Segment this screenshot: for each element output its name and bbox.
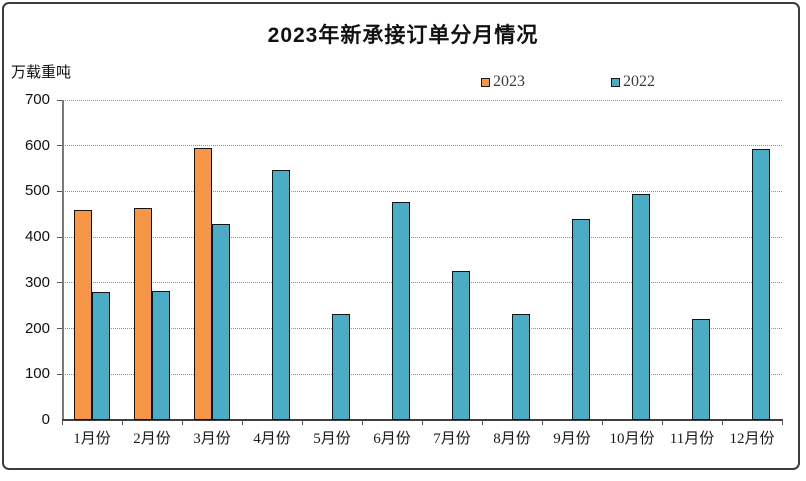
bar-2023-3月份 bbox=[194, 148, 212, 420]
x-tick-mark-5 bbox=[362, 420, 363, 425]
x-category-label-11: 11月份 bbox=[669, 431, 715, 447]
gridline-100 bbox=[62, 373, 782, 375]
legend-item-2023: 2023 bbox=[481, 73, 525, 91]
x-category-label-10: 10月份 bbox=[609, 431, 655, 447]
x-tick-mark-10 bbox=[662, 420, 663, 425]
y-tick-label-0: 0 bbox=[41, 411, 50, 428]
y-tick-label-300: 300 bbox=[24, 273, 50, 291]
gridline-200 bbox=[62, 328, 782, 330]
y-tick-label-500: 500 bbox=[24, 182, 50, 200]
legend-swatch-2023-icon bbox=[481, 77, 490, 87]
x-category-label-4: 4月份 bbox=[253, 431, 291, 447]
y-tick-label-700: 700 bbox=[24, 91, 50, 108]
legend-label-2022: 2022 bbox=[623, 73, 655, 90]
x-category-label-2: 2月份 bbox=[133, 431, 171, 447]
bar-2023-2月份 bbox=[134, 208, 152, 420]
bar-2022-7月份 bbox=[452, 270, 470, 420]
x-category-label-7: 7月份 bbox=[433, 431, 471, 447]
y-tick-mark-700 bbox=[57, 99, 62, 101]
gridline-500 bbox=[62, 190, 782, 192]
x-tick-mark-9 bbox=[602, 420, 603, 425]
x-tick-mark-6 bbox=[422, 420, 423, 425]
chart-title: 2023年新承接订单分月情况 bbox=[267, 24, 539, 47]
legend: 2023 2022 bbox=[481, 73, 655, 91]
x-category-label-12: 12月份 bbox=[729, 431, 775, 447]
y-tick-label-400: 400 bbox=[24, 228, 50, 246]
gridline-600 bbox=[62, 145, 782, 147]
gridline-400 bbox=[62, 236, 782, 238]
y-axis-unit-label: 万载重吨 bbox=[11, 64, 72, 81]
x-category-label-3: 3月份 bbox=[193, 431, 231, 447]
y-tick-mark-100 bbox=[57, 373, 62, 375]
x-tick-mark-0 bbox=[62, 420, 63, 425]
bar-2022-6月份 bbox=[392, 201, 410, 420]
y-tick-mark-500 bbox=[57, 190, 62, 192]
legend-label-2023: 2023 bbox=[493, 73, 525, 90]
x-tick-mark-1 bbox=[122, 420, 123, 425]
legend-swatch-2022-icon bbox=[611, 77, 620, 87]
bar-2022-12月份 bbox=[752, 149, 770, 420]
bar-2022-1月份 bbox=[92, 291, 110, 420]
gridline-300 bbox=[62, 282, 782, 284]
x-tick-mark-7 bbox=[482, 420, 483, 425]
y-tick-label-200: 200 bbox=[24, 319, 50, 337]
legend-item-2022: 2022 bbox=[611, 73, 655, 91]
x-category-label-1: 1月份 bbox=[73, 431, 111, 447]
bar-2022-11月份 bbox=[692, 318, 710, 420]
x-tick-mark-11 bbox=[722, 420, 723, 425]
bar-2022-2月份 bbox=[152, 290, 170, 420]
y-axis-line bbox=[62, 100, 64, 420]
x-tick-mark-2 bbox=[182, 420, 183, 425]
bar-2022-5月份 bbox=[332, 314, 350, 420]
bar-2022-9月份 bbox=[572, 218, 590, 420]
x-tick-mark-3 bbox=[242, 420, 243, 425]
y-tick-label-600: 600 bbox=[24, 136, 50, 154]
bar-2022-10月份 bbox=[632, 194, 650, 420]
x-category-label-9: 9月份 bbox=[553, 431, 591, 447]
y-tick-mark-200 bbox=[57, 328, 62, 330]
y-tick-label-100: 100 bbox=[24, 365, 50, 383]
bar-2023-1月份 bbox=[74, 209, 92, 420]
y-tick-mark-600 bbox=[57, 145, 62, 147]
x-category-label-6: 6月份 bbox=[373, 431, 411, 447]
gridline-700 bbox=[62, 99, 782, 101]
y-tick-mark-300 bbox=[57, 282, 62, 284]
y-tick-mark-400 bbox=[57, 236, 62, 238]
x-tick-mark-8 bbox=[542, 420, 543, 425]
x-tick-mark-12 bbox=[782, 420, 783, 425]
x-tick-mark-4 bbox=[302, 420, 303, 425]
bar-2022-4月份 bbox=[272, 169, 290, 420]
x-category-label-8: 8月份 bbox=[493, 431, 531, 447]
bar-2022-3月份 bbox=[212, 224, 230, 420]
x-category-label-5: 5月份 bbox=[313, 431, 351, 447]
bar-2022-8月份 bbox=[512, 313, 530, 420]
